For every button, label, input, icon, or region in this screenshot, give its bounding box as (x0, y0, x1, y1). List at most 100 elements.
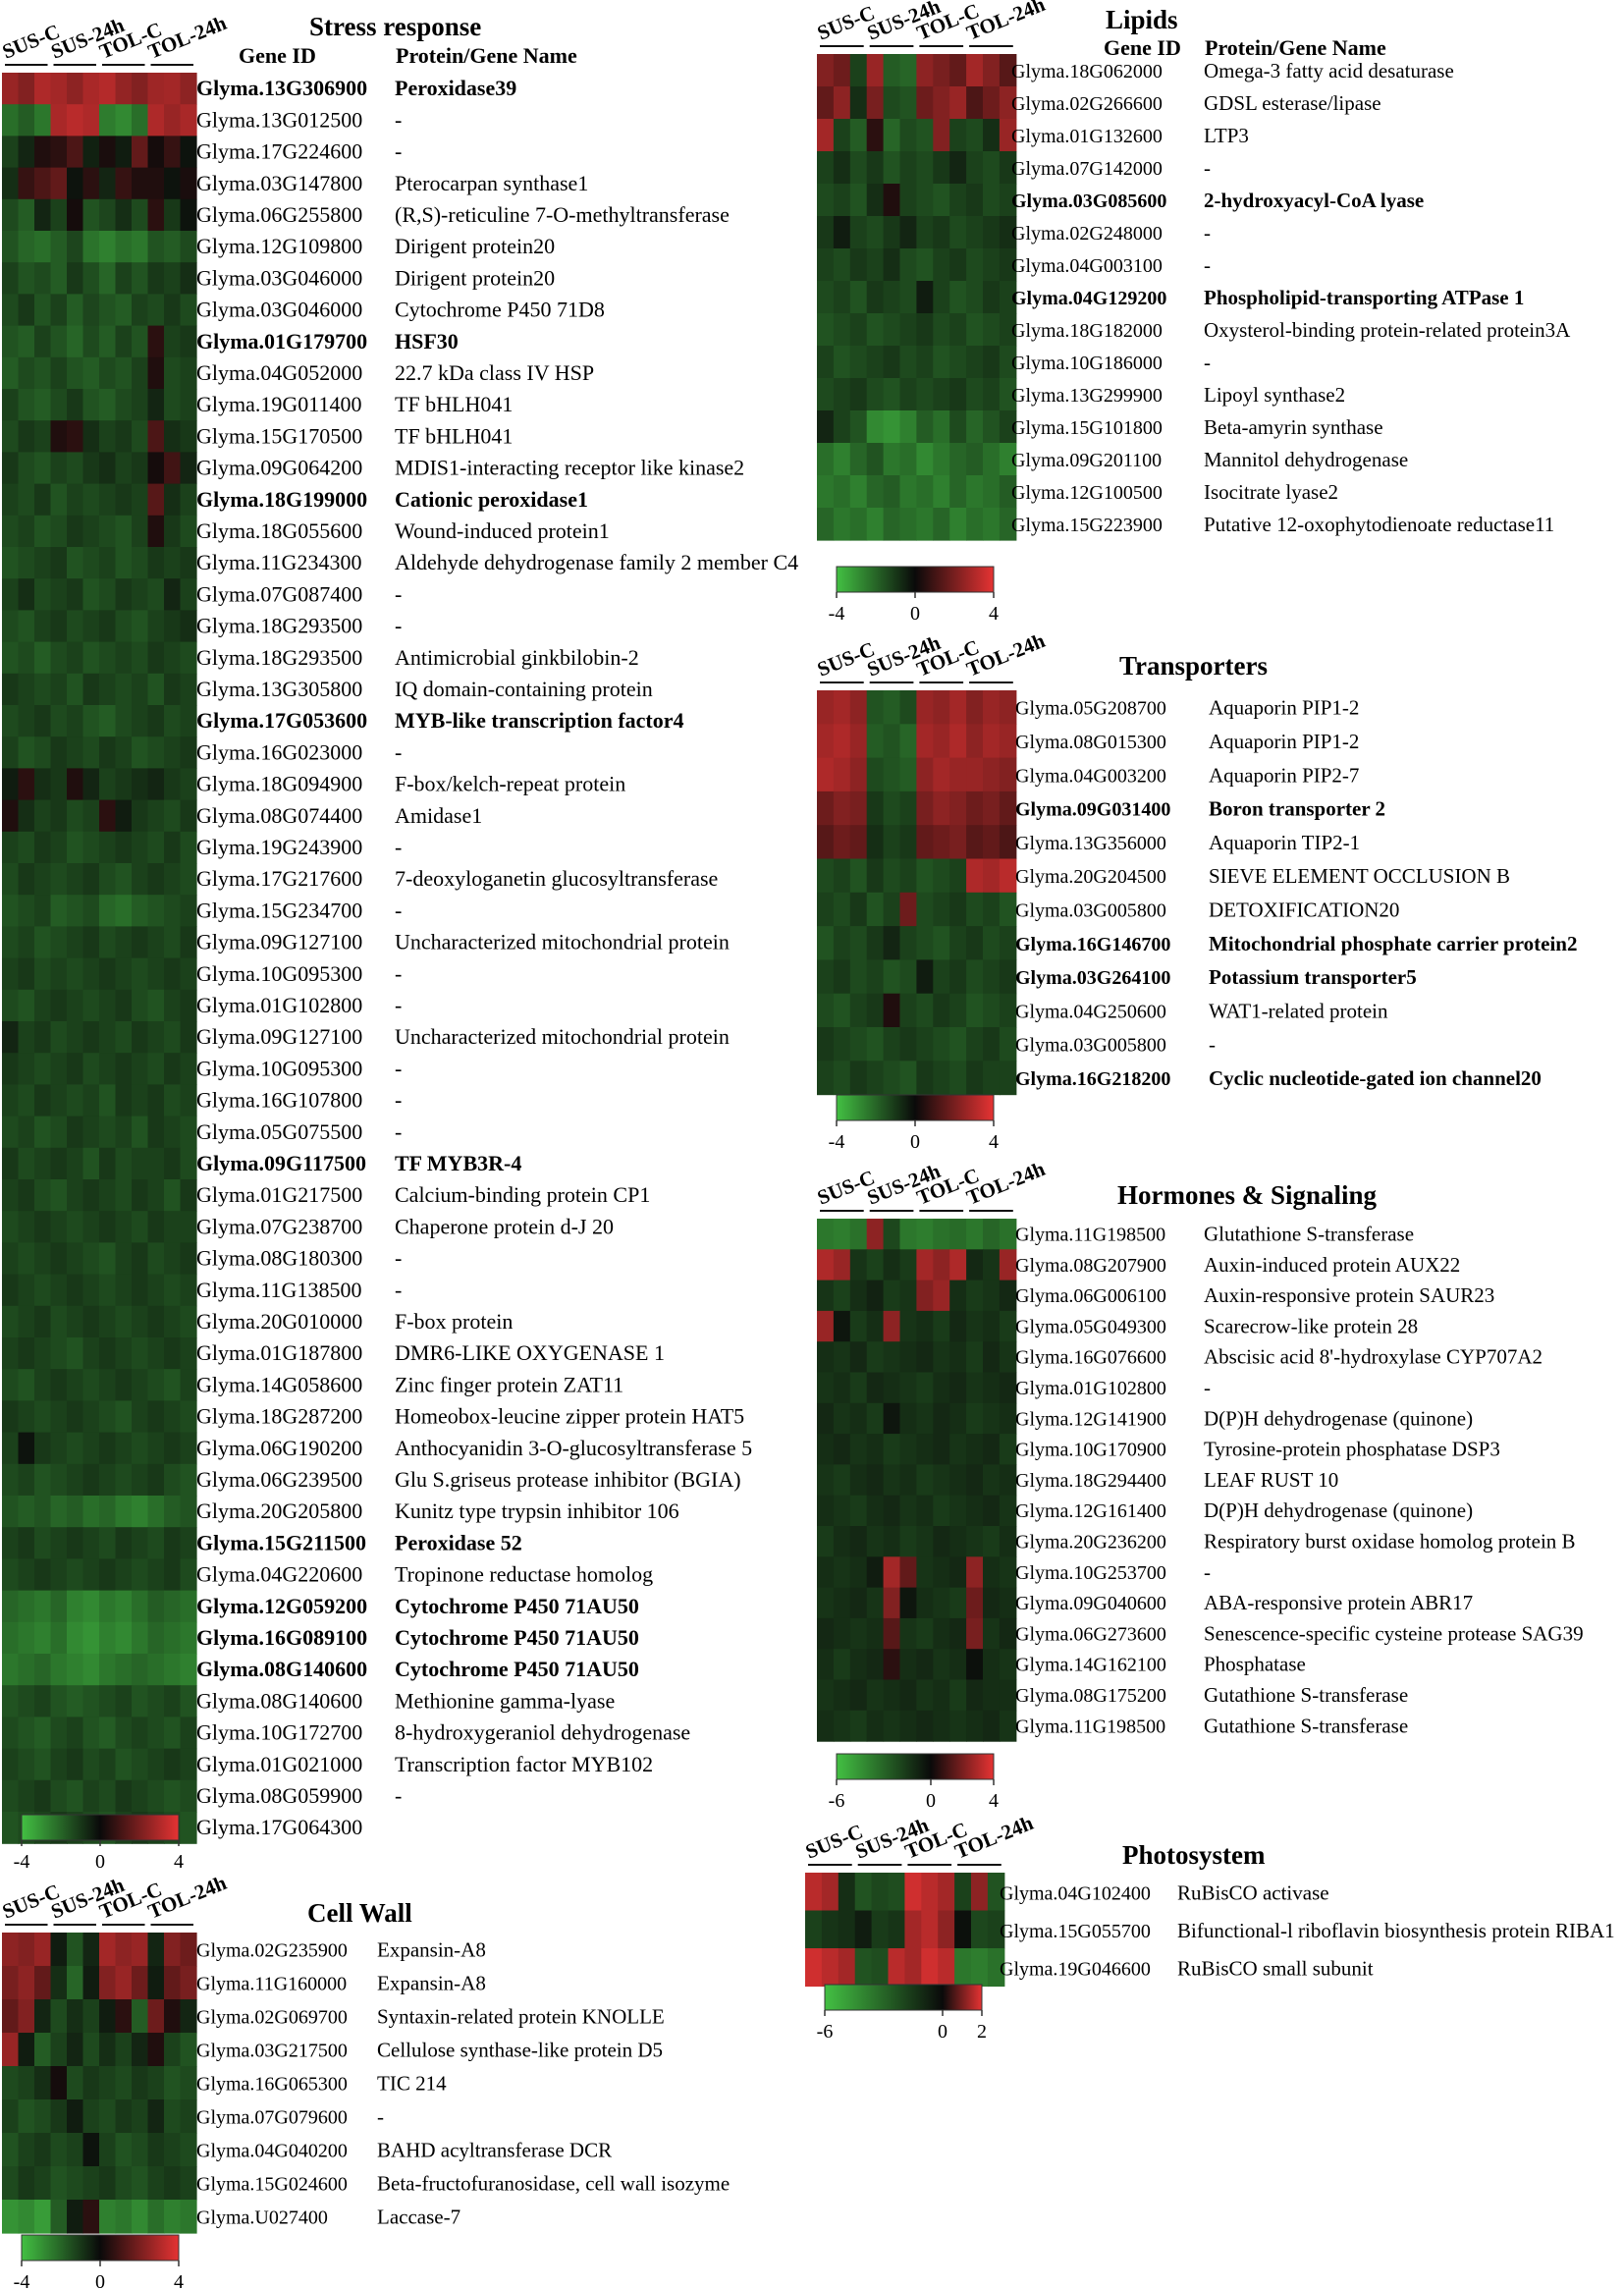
heatmap-cell (164, 1749, 181, 1781)
heatmap-cell (132, 705, 148, 737)
heatmap-cell (834, 1588, 851, 1619)
heatmap-cell (900, 1496, 918, 1527)
heatmap-cell (933, 893, 950, 927)
heatmap-cell (164, 1369, 181, 1401)
heatmap-cell (850, 859, 868, 894)
heatmap-cell (834, 1061, 851, 1095)
heatmap-cell (116, 1591, 133, 1623)
heatmap-cell (116, 642, 133, 675)
heatmap-cell (834, 893, 851, 927)
protein-name: Expansin-A8 (377, 1937, 486, 1961)
heatmap-cell (884, 410, 901, 444)
heatmap-cell (181, 832, 197, 864)
heatmap-cell (834, 1341, 851, 1373)
heatmap-cell (817, 119, 835, 152)
heatmap-cell (34, 484, 51, 517)
heatmap-cell (867, 1219, 885, 1250)
heatmap-cell (867, 508, 885, 541)
heatmap-cell (817, 1496, 835, 1527)
heatmap-cell (132, 2200, 148, 2234)
heatmap-cell (1000, 1403, 1017, 1435)
heatmap-cell (933, 346, 950, 379)
heatmap-cell (900, 1373, 918, 1404)
heatmap-cell (933, 825, 950, 859)
heatmap-cell (949, 1618, 967, 1650)
heatmap-cell (99, 1275, 116, 1307)
heatmap-cell (51, 1933, 68, 1967)
gene-id: Glyma.16G218200 (1015, 1068, 1170, 1090)
gene-id: Glyma.04G250600 (1015, 1001, 1166, 1022)
heatmap-cell (850, 1649, 868, 1680)
gene-id: Glyma.10G170900 (1015, 1440, 1166, 1461)
heatmap-cell (834, 1496, 851, 1527)
heatmap-cell (67, 610, 83, 642)
heatmap-cell (817, 791, 835, 826)
protein-name: TF bHLH041 (395, 392, 513, 416)
heatmap-cell (116, 104, 133, 136)
protein-name: IQ domain-containing protein (395, 677, 653, 701)
heatmap-cell (116, 452, 133, 484)
heatmap-cell (181, 1275, 197, 1307)
heatmap-cell (19, 1211, 35, 1243)
condition-header: SUS-CSUS-24hTOL-CTOL-24h (802, 1811, 1037, 1865)
heatmap-cell (132, 832, 148, 864)
heatmap-cell (900, 54, 918, 87)
heatmap-cell (83, 705, 100, 737)
heatmap-cell (867, 1556, 885, 1588)
heatmap-cell (966, 151, 984, 185)
heatmap-cell (983, 346, 1001, 379)
heatmap-cell (983, 1281, 1001, 1312)
heatmap-cell (132, 1117, 148, 1149)
heatmap-cell (67, 1780, 83, 1813)
protein-name: Laccase-7 (377, 2205, 460, 2228)
heatmap-cell (99, 832, 116, 864)
gene-id: Glyma.06G255800 (196, 202, 362, 227)
heatmap-cell (938, 1911, 955, 1949)
heatmap-cell (933, 119, 950, 152)
heatmap-cell (949, 758, 967, 792)
heatmap-cell (2, 1464, 19, 1497)
gene-id: Glyma.19G243900 (196, 835, 362, 859)
heatmap-cell (67, 357, 83, 390)
heatmap-cell (916, 475, 934, 509)
heatmap-cell (51, 2166, 68, 2201)
heatmap-cell (949, 1588, 967, 1619)
heatmap-cell (19, 1527, 35, 1559)
heatmap-cell (916, 1618, 934, 1650)
heatmap-cell (34, 2133, 51, 2167)
heatmap-cell (34, 1306, 51, 1338)
heatmap-cell (19, 168, 35, 200)
heatmap-cell (132, 420, 148, 453)
heatmap-cell (34, 1275, 51, 1307)
heatmap-cell (834, 1249, 851, 1281)
heatmap-cell (2, 736, 19, 769)
heatmap-cell (67, 484, 83, 517)
heatmap-cell (148, 863, 165, 896)
heatmap-cell (966, 1618, 984, 1650)
heatmap-cell (116, 800, 133, 833)
heatmap-cell (2, 2133, 19, 2167)
heatmap-cell (983, 791, 1001, 826)
heatmap-cell (164, 1496, 181, 1528)
heatmap-cell (949, 724, 967, 758)
heatmap-cell (116, 958, 133, 991)
heatmap-cell (983, 859, 1001, 894)
heatmap-cell (983, 1249, 1001, 1281)
heatmap-cell (867, 151, 885, 185)
heatmap-cell (983, 825, 1001, 859)
heatmap-cell (67, 73, 83, 105)
heatmap-cell (34, 1496, 51, 1528)
heatmap-cell (116, 1148, 133, 1180)
heatmap-cell (164, 357, 181, 390)
scale-tick-label: 0 (938, 2021, 947, 2043)
heatmap-cell (83, 1369, 100, 1401)
heatmap-cell (933, 1249, 950, 1281)
protein-name: Respiratory burst oxidase homolog protei… (1204, 1530, 1576, 1553)
heatmap-cell (900, 216, 918, 249)
heatmap-cell (834, 1403, 851, 1435)
heatmap-cell (148, 832, 165, 864)
heatmap-cell (51, 2133, 68, 2167)
heatmap-cell (51, 168, 68, 200)
gene-id: Glyma.03G264100 (1015, 967, 1170, 989)
protein-name: - (395, 1088, 402, 1113)
